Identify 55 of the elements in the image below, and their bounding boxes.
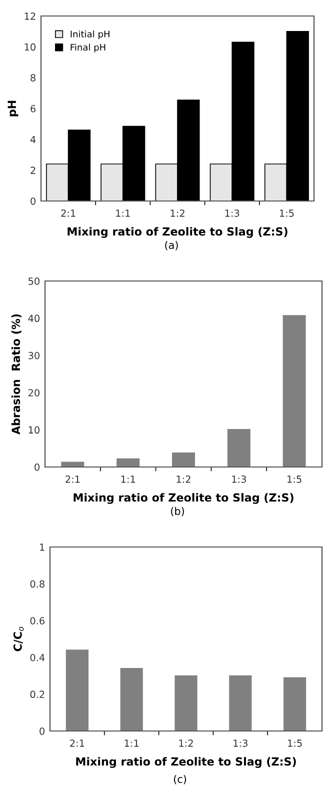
- x-tick-label: 2:1: [70, 740, 84, 747]
- bar: [61, 462, 84, 467]
- legend-label: Initial pH: [70, 30, 110, 40]
- y-axis-title: pH: [8, 100, 18, 116]
- y-tick-label: 0.4: [30, 654, 45, 662]
- y-tick-label: 0: [34, 463, 40, 471]
- y-tick-label: 10: [24, 43, 36, 51]
- y-axis-title: C/C$_{o}$: [13, 626, 24, 652]
- text: (a): [165, 240, 178, 250]
- bar: [227, 429, 250, 467]
- x-tick-label: 1:2: [176, 476, 190, 483]
- y-tick-label: 0.6: [30, 617, 45, 624]
- x-axis-title: Mixing ratio of Zeolite to Slag (Z:S): [74, 493, 294, 504]
- bar: [229, 675, 252, 731]
- text: (b): [171, 506, 184, 516]
- x-tick-label: 1:5: [288, 476, 302, 483]
- y-tick-label: 10: [28, 426, 40, 434]
- y-tick-label: 0.8: [30, 580, 44, 588]
- bar: [120, 668, 143, 731]
- x-tick-label: 1:3: [232, 476, 246, 483]
- y-tick-label: 0.2: [30, 690, 44, 698]
- y-tick-label: 6: [30, 104, 36, 112]
- bar: [172, 452, 195, 467]
- y-tick-label: 2: [30, 166, 36, 174]
- y-tick-label: 40: [28, 314, 40, 322]
- bar: [66, 650, 88, 731]
- x-tick-label: 1:1: [121, 476, 136, 483]
- y-axis-title: Abrasion Ratio (%): [11, 314, 22, 435]
- x-tick-label: 1:2: [179, 740, 193, 747]
- x-tick-label: 1:5: [280, 210, 294, 217]
- y-tick-label: 50: [28, 277, 40, 285]
- bar: [116, 458, 140, 467]
- y-tick-label: 20: [28, 389, 40, 396]
- y-tick-label: 0: [30, 197, 36, 205]
- y-tick-label: 0: [40, 727, 44, 735]
- x-tick-label: 1:3: [234, 740, 248, 747]
- bar: [284, 677, 306, 731]
- y-tick-label: 12: [24, 12, 36, 20]
- x-tick-label: 1:5: [288, 740, 302, 747]
- x-tick-label: 2:1: [61, 210, 76, 217]
- x-tick-label: 2:1: [66, 476, 80, 483]
- bar: [282, 315, 306, 467]
- x-tick-label: 1:1: [116, 210, 130, 217]
- y-tick-label: 1: [40, 544, 44, 551]
- bar: [174, 675, 198, 731]
- x-tick-label: 1:3: [225, 210, 240, 217]
- x-axis-title: Mixing ratio of Zeolite to Slag (Z:S): [68, 227, 288, 238]
- y-tick-label: 30: [28, 352, 40, 360]
- x-tick-label: 1:2: [170, 210, 184, 217]
- y-tick-label: 8: [30, 74, 36, 82]
- legend-label: Final pH: [70, 44, 106, 52]
- y-tick-label: 4: [30, 136, 36, 144]
- x-tick-label: 1:1: [124, 740, 139, 747]
- x-axis-title: Mixing ratio of Zeolite to Slag (Z:S): [76, 757, 296, 768]
- text: (c): [174, 774, 186, 784]
